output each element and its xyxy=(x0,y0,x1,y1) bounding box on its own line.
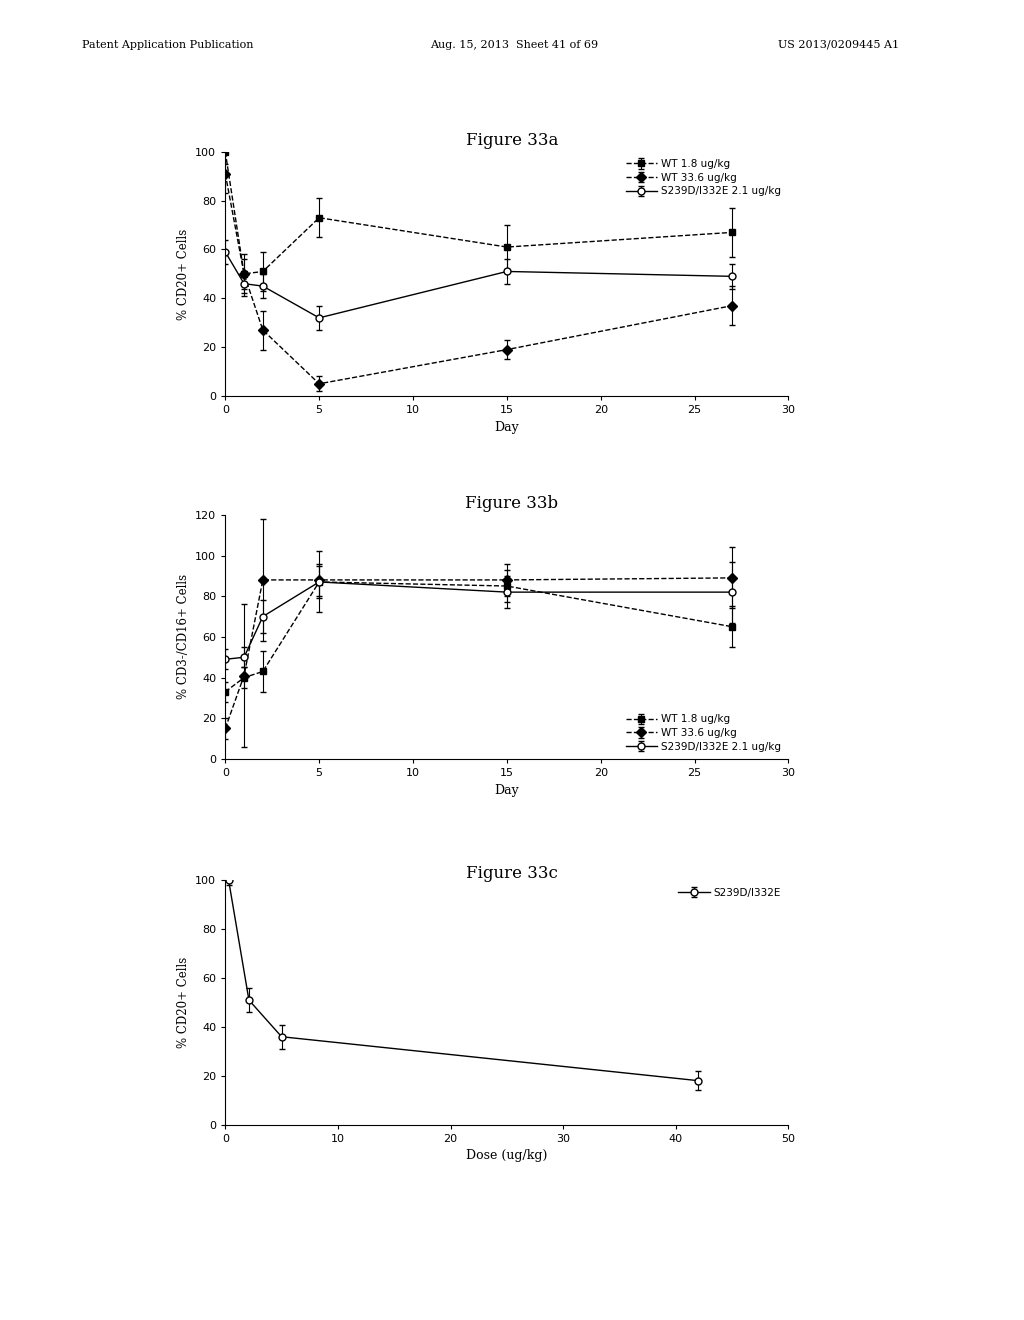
Legend: WT 1.8 ug/kg, WT 33.6 ug/kg, S239D/I332E 2.1 ug/kg: WT 1.8 ug/kg, WT 33.6 ug/kg, S239D/I332E… xyxy=(624,157,783,198)
X-axis label: Dose (ug/kg): Dose (ug/kg) xyxy=(466,1150,548,1162)
X-axis label: Day: Day xyxy=(495,784,519,796)
Text: Figure 33b: Figure 33b xyxy=(466,495,558,512)
Text: Figure 33a: Figure 33a xyxy=(466,132,558,149)
Legend: WT 1.8 ug/kg, WT 33.6 ug/kg, S239D/I332E 2.1 ug/kg: WT 1.8 ug/kg, WT 33.6 ug/kg, S239D/I332E… xyxy=(624,713,783,754)
Text: Figure 33c: Figure 33c xyxy=(466,865,558,882)
Text: Aug. 15, 2013  Sheet 41 of 69: Aug. 15, 2013 Sheet 41 of 69 xyxy=(430,40,598,50)
Y-axis label: % CD3-/CD16+ Cells: % CD3-/CD16+ Cells xyxy=(176,574,189,700)
Text: US 2013/0209445 A1: US 2013/0209445 A1 xyxy=(778,40,899,50)
Y-axis label: % CD20+ Cells: % CD20+ Cells xyxy=(177,228,189,319)
X-axis label: Day: Day xyxy=(495,421,519,433)
Legend: S239D/I332E: S239D/I332E xyxy=(676,886,783,900)
Text: Patent Application Publication: Patent Application Publication xyxy=(82,40,253,50)
Y-axis label: % CD20+ Cells: % CD20+ Cells xyxy=(177,957,189,1048)
